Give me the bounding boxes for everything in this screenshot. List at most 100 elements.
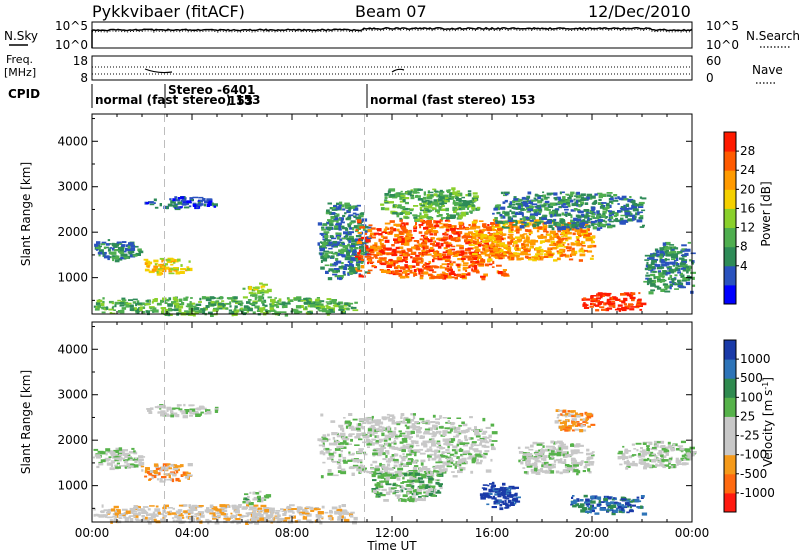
range-gate-cell — [402, 444, 406, 448]
range-gate-cell — [413, 449, 419, 452]
range-gate-cell — [444, 219, 450, 222]
range-gate-cell — [121, 457, 126, 460]
range-gate-cell — [516, 231, 520, 234]
range-gate-cell — [132, 459, 138, 461]
range-gate-cell — [388, 425, 391, 429]
range-gate-cell — [429, 223, 434, 227]
range-gate-cell — [159, 263, 165, 266]
range-gate-cell — [348, 302, 354, 305]
range-gate-cell — [320, 450, 324, 453]
range-gate-cell — [499, 213, 503, 217]
range-gate-cell — [477, 439, 484, 441]
range-gate-cell — [149, 407, 154, 410]
range-gate-cell — [442, 276, 447, 280]
range-gate-cell — [152, 513, 157, 517]
range-gate-cell — [574, 240, 579, 243]
range-gate-cell — [322, 224, 328, 227]
range-gate-cell — [550, 240, 555, 245]
range-gate-cell — [257, 519, 260, 523]
nave-label: Nave — [752, 63, 783, 77]
range-gate-cell — [437, 257, 443, 261]
range-gate-cell — [589, 257, 594, 260]
range-gate-cell — [331, 209, 338, 211]
range-gate-cell — [104, 246, 109, 249]
range-gate-cell — [469, 244, 475, 246]
range-gate-cell — [510, 231, 514, 233]
range-gate-cell — [210, 303, 217, 306]
range-gate-cell — [526, 195, 531, 199]
range-gate-cell — [508, 229, 511, 233]
range-gate-cell — [366, 257, 371, 261]
range-gate-cell — [665, 253, 671, 257]
range-gate-cell — [415, 444, 420, 447]
range-gate-cell — [437, 442, 441, 445]
range-gate-cell — [322, 445, 326, 448]
range-gate-cell — [381, 269, 387, 273]
range-gate-cell — [453, 200, 456, 204]
range-gate-cell — [617, 196, 620, 200]
range-gate-cell — [364, 230, 368, 233]
range-gate-cell — [399, 193, 405, 195]
range-gate-cell — [356, 204, 361, 207]
range-gate-cell — [597, 221, 603, 224]
range-gate-cell — [161, 476, 167, 479]
range-gate-cell — [292, 511, 295, 514]
colorbar-swatch — [724, 246, 736, 267]
range-gate-cell — [462, 452, 467, 456]
range-gate-cell — [120, 248, 125, 252]
noise-search-label: N.Search — [746, 29, 800, 43]
range-gate-cell — [164, 473, 169, 475]
range-gate-cell — [433, 452, 437, 456]
range-gate-cell — [590, 215, 595, 218]
range-gate-cell — [450, 237, 455, 240]
range-gate-cell — [566, 231, 572, 235]
range-gate-cell — [217, 307, 224, 310]
range-gate-cell — [381, 235, 385, 238]
range-gate-cell — [418, 271, 421, 275]
range-gate-cell — [654, 248, 659, 252]
range-gate-cell — [170, 463, 175, 467]
colorbar-frame — [723, 131, 737, 305]
range-gate-cell — [371, 428, 375, 432]
range-gate-cell — [401, 237, 405, 242]
range-gate-cell — [337, 470, 342, 473]
range-gate-cell — [146, 299, 149, 303]
range-gate-cell — [528, 210, 532, 213]
range-gate-cell — [688, 277, 691, 281]
range-gate-cell — [161, 466, 166, 470]
range-gate-cell — [678, 269, 681, 271]
range-gate-cell — [267, 509, 273, 512]
range-gate-cell — [402, 207, 409, 211]
range-gate-cell — [556, 235, 560, 239]
range-gate-cell — [404, 264, 408, 268]
range-gate-cell — [256, 509, 259, 511]
range-gate-cell — [206, 510, 209, 514]
range-gate-cell — [346, 264, 352, 267]
range-gate-cell — [377, 421, 384, 425]
range-gate-cell — [309, 506, 313, 510]
range-gate-cell — [524, 229, 529, 232]
range-gate-cell — [648, 268, 652, 271]
range-gate-cell — [520, 251, 523, 254]
range-gate-cell — [319, 247, 325, 252]
range-gate-cell — [365, 438, 370, 442]
range-gate-cell — [245, 512, 250, 515]
range-gate-cell — [167, 267, 171, 270]
range-gate-cell — [447, 251, 454, 255]
range-gate-cell — [490, 243, 495, 246]
range-gate-cell — [328, 251, 333, 254]
range-gate-cell — [142, 506, 149, 508]
range-gate-cell — [451, 214, 456, 219]
range-gate-cell — [260, 285, 266, 288]
range-gate-cell — [684, 264, 688, 267]
range-gate-cell — [111, 247, 115, 251]
range-gate-cell — [510, 239, 514, 241]
noise-right-tick-high: 10^5 — [706, 19, 739, 33]
range-gate-cell — [389, 188, 396, 192]
range-gate-cell — [350, 257, 356, 261]
range-gate-cell — [494, 217, 498, 220]
range-gate-cell — [324, 511, 329, 514]
range-gate-cell — [482, 224, 485, 228]
range-gate-cell — [473, 450, 480, 453]
range-gate-cell — [667, 277, 671, 280]
